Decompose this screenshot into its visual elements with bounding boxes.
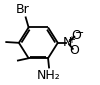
Text: +: +	[67, 35, 75, 45]
Text: Br: Br	[16, 3, 30, 16]
Text: −: −	[75, 28, 85, 38]
Text: NH₂: NH₂	[37, 69, 61, 82]
Text: O: O	[69, 44, 79, 57]
Text: N: N	[63, 36, 72, 49]
Text: O: O	[71, 29, 81, 42]
